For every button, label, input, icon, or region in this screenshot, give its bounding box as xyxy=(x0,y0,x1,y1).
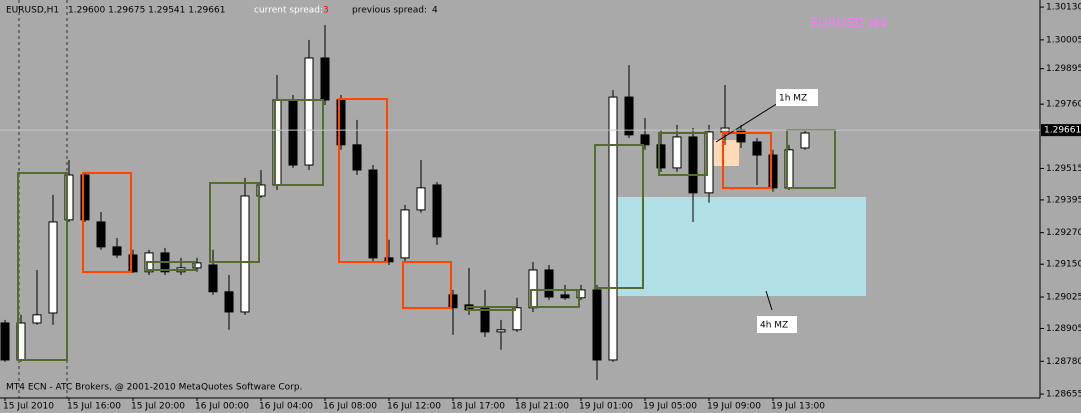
candle-body xyxy=(560,294,570,299)
candle-body xyxy=(32,314,42,324)
zone-4h xyxy=(612,197,866,296)
candle-body xyxy=(688,136,698,194)
candle-body xyxy=(416,187,426,211)
candle-body xyxy=(96,221,106,248)
spread-label: previous spread: xyxy=(352,6,427,16)
y-tick-label: 1.28655 xyxy=(1046,390,1081,400)
candle-body xyxy=(352,144,362,171)
candle-body xyxy=(304,57,314,166)
y-tick-label: 1.29895 xyxy=(1046,64,1081,74)
candle-body xyxy=(704,131,714,194)
candle-body xyxy=(752,141,762,156)
x-tick-label: 19 Jul 13:00 xyxy=(771,402,825,412)
y-tick-label: 1.29270 xyxy=(1046,228,1081,238)
symbol: EURUSD,H1 xyxy=(6,6,59,16)
x-tick-label: 15 Jul 2010 xyxy=(3,402,54,412)
candle-body xyxy=(80,174,90,221)
x-tick-label: 16 Jul 12:00 xyxy=(387,402,441,412)
x-tick-label: 19 Jul 01:00 xyxy=(579,402,633,412)
candle-body xyxy=(112,246,122,256)
y-tick-label: 1.29760 xyxy=(1046,100,1081,110)
box xyxy=(402,261,452,309)
candle-body xyxy=(496,329,506,333)
box xyxy=(658,132,708,176)
current-price-label: 1.29661 xyxy=(1044,126,1081,136)
pointer xyxy=(765,290,773,311)
x-tick-label: 19 Jul 05:00 xyxy=(643,402,697,412)
candle-body xyxy=(608,96,618,361)
candle-body xyxy=(656,144,666,169)
y-tick-label: 1.28780 xyxy=(1046,357,1081,367)
candle-body xyxy=(192,262,202,269)
x-tick-label: 16 Jul 08:00 xyxy=(323,402,377,412)
candle-body xyxy=(624,96,634,136)
spread-label: current spread: xyxy=(254,6,323,16)
footer: MT4 ECN - ATC Brokers, @ 2001-2010 MetaQ… xyxy=(6,383,302,393)
y-tick-label: 1.30005 xyxy=(1046,35,1081,45)
candle-body xyxy=(736,129,746,143)
box xyxy=(274,99,324,186)
current-price-box xyxy=(1041,124,1081,137)
box xyxy=(17,172,68,361)
y-tick-label: 1.29150 xyxy=(1046,260,1081,270)
candle-body xyxy=(368,169,378,259)
label-box xyxy=(757,316,797,333)
candle-body xyxy=(672,136,682,169)
annotation: 4h MZ xyxy=(760,321,788,331)
candle-body xyxy=(592,289,602,361)
box xyxy=(146,261,196,271)
x-tick-label: 15 Jul 20:00 xyxy=(131,402,185,412)
y-tick-label: 1.29515 xyxy=(1046,164,1081,174)
box xyxy=(722,132,772,189)
header-prices: 1.29600 1.29675 1.29541 1.29661 xyxy=(68,6,225,16)
candle-body xyxy=(448,294,458,309)
box xyxy=(338,98,388,263)
candle-body xyxy=(512,307,522,331)
candle-body xyxy=(544,269,554,298)
candle-body xyxy=(48,221,58,314)
candle-body xyxy=(320,57,330,101)
box xyxy=(594,144,644,289)
candle-body xyxy=(128,254,138,273)
y-tick-label: 1.28905 xyxy=(1046,324,1081,334)
y-tick-label: 1.30130 xyxy=(1046,3,1081,13)
label-box xyxy=(776,89,818,106)
candle-body xyxy=(256,184,266,197)
candle-body xyxy=(400,209,410,259)
x-tick-label: 16 Jul 04:00 xyxy=(259,402,313,412)
box xyxy=(209,182,260,263)
candle-body xyxy=(64,174,74,221)
pointer xyxy=(715,102,779,143)
box xyxy=(530,289,580,308)
candle-body xyxy=(576,289,586,299)
y-tick-label: 1.29395 xyxy=(1046,195,1081,205)
candle-body xyxy=(240,195,250,313)
x-tick-label: 15 Jul 16:00 xyxy=(67,402,121,412)
candle-body xyxy=(384,257,394,263)
spread-value: 3 xyxy=(323,6,329,16)
box xyxy=(82,172,132,273)
box xyxy=(466,306,516,311)
zones xyxy=(612,140,866,296)
candle-body xyxy=(640,134,650,146)
candle-body xyxy=(208,264,218,293)
x-tick-label: 19 Jul 09:00 xyxy=(707,402,761,412)
candle-body xyxy=(288,99,298,166)
candle-body xyxy=(480,307,490,333)
x-tick-label: 18 Jul 17:00 xyxy=(451,402,505,412)
x-tick-label: 16 Jul 00:00 xyxy=(195,402,249,412)
watermark: EURUSD H4 xyxy=(810,17,887,32)
x-tick-label: 18 Jul 21:00 xyxy=(515,402,569,412)
candle-body xyxy=(800,132,810,149)
candle-body xyxy=(768,154,778,189)
candle-body xyxy=(224,291,234,313)
annotation: 1h MZ xyxy=(779,94,807,104)
candle-body xyxy=(0,322,10,361)
candle-body xyxy=(432,184,442,238)
spread-value: 4 xyxy=(432,6,438,16)
y-tick-label: 1.29025 xyxy=(1046,292,1081,302)
